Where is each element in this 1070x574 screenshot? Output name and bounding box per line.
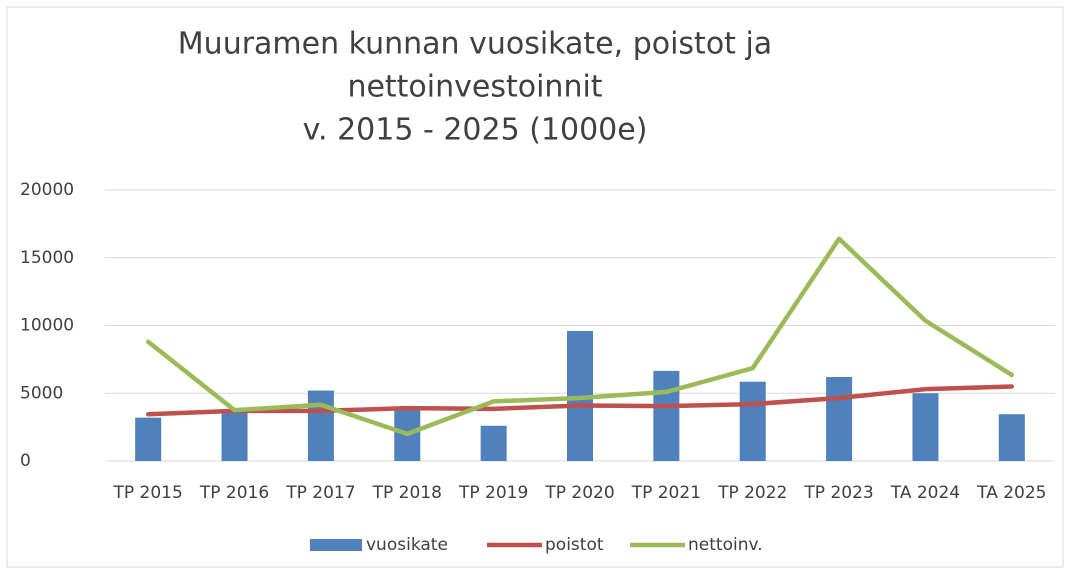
bar [912, 393, 939, 461]
y-tick-label: 5000 [20, 383, 63, 403]
x-tick-label: TP 2017 [285, 483, 355, 503]
y-tick-label: 20000 [20, 180, 74, 200]
x-tick-label: TP 2019 [458, 483, 528, 503]
chart-title: Muuramen kunnan vuosikate, poistot ja [178, 27, 772, 62]
x-tick-label: TP 2015 [113, 483, 183, 503]
x-tick-label: TP 2016 [199, 483, 269, 503]
y-tick-label: 15000 [20, 248, 74, 268]
legend-label: poistot [545, 535, 604, 555]
chart-title: v. 2015 - 2025 (1000e) [303, 113, 648, 148]
bar [653, 370, 680, 461]
line [145, 384, 1015, 417]
x-tick-label: TP 2020 [544, 483, 614, 503]
x-tick-label: TP 2018 [372, 483, 442, 503]
bar [998, 414, 1025, 461]
line [145, 236, 1015, 437]
x-tick-label: TP 2022 [717, 483, 787, 503]
x-tick-label: TP 2023 [803, 483, 873, 503]
y-tick-label: 10000 [20, 316, 74, 336]
bar [135, 417, 162, 461]
bar [221, 409, 248, 461]
legend-swatch [310, 539, 362, 551]
x-tick-label: TA 2024 [890, 483, 960, 503]
x-tick-label: TP 2021 [631, 483, 701, 503]
x-tick-label: TA 2025 [976, 483, 1046, 503]
bar [826, 376, 853, 461]
legend-label: nettoinv. [688, 535, 763, 555]
y-tick-label: 0 [20, 451, 31, 471]
bar [739, 381, 766, 461]
bar [307, 390, 334, 461]
legend-label: vuosikate [366, 535, 448, 555]
bar [480, 425, 507, 461]
chart-title: nettoinvestoinnit [347, 70, 602, 105]
